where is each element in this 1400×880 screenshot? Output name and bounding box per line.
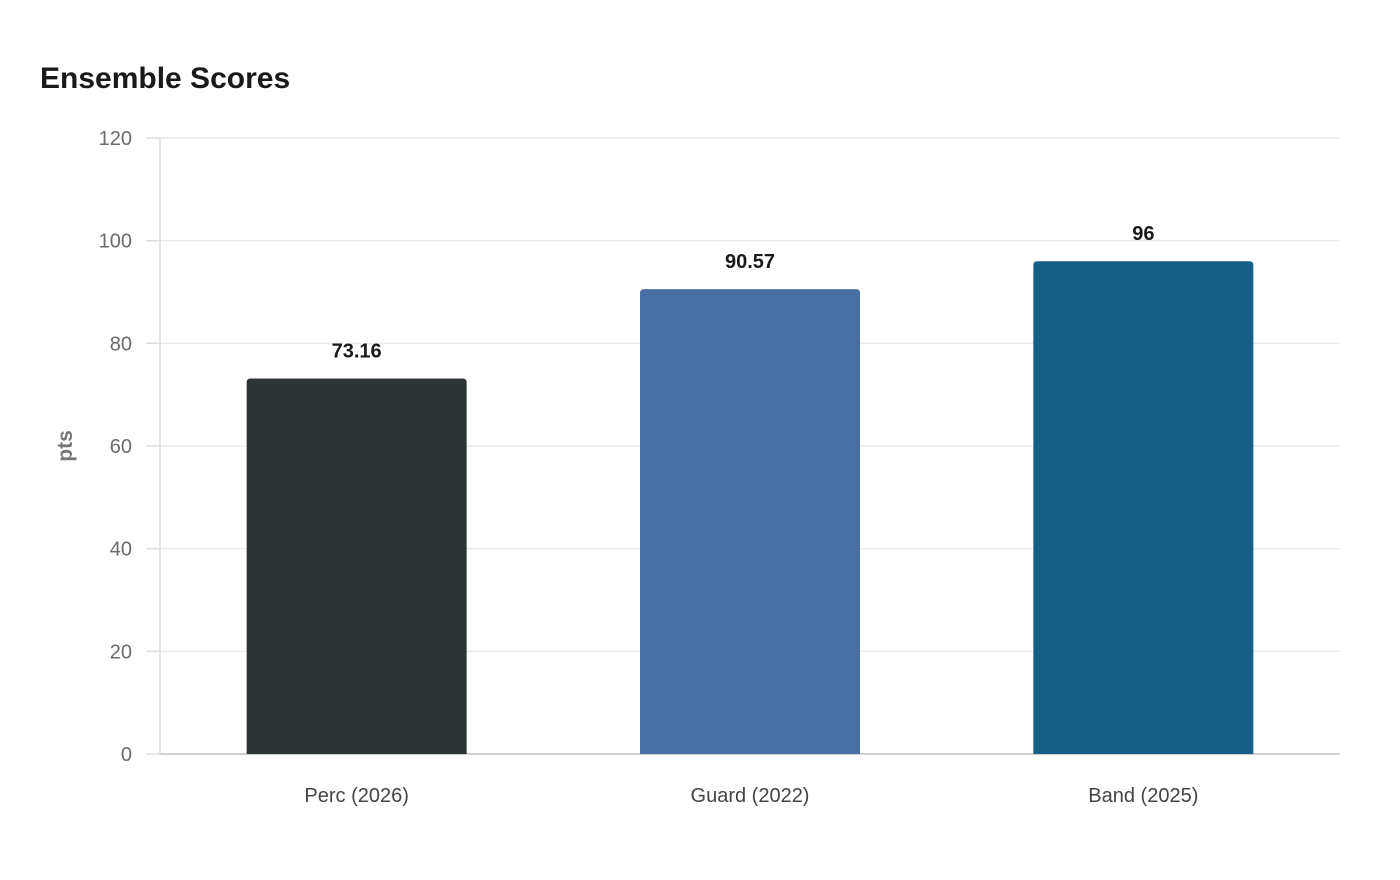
y-tick-label: 40	[110, 539, 132, 561]
labels: 0 20 40 60 80 100 120 pts 73.16 Perc (2026) 90.57 G…	[54, 128, 1198, 807]
x-category-label: Guard (2022)	[691, 785, 810, 807]
bar-2[interactable]	[640, 289, 860, 754]
y-tick-label: 0	[121, 744, 132, 766]
y-axis-title: pts	[54, 430, 77, 462]
x-category-label: Band (2025)	[1088, 785, 1198, 807]
bar-1[interactable]	[246, 378, 467, 754]
chart-title: Ensemble Scores	[40, 62, 291, 95]
bars	[246, 261, 1254, 754]
data-label: 90.57	[725, 251, 775, 273]
data-label: 96	[1132, 223, 1154, 245]
y-tick-label: 60	[110, 436, 132, 458]
y-tick-label: 80	[110, 333, 132, 355]
y-tick-label: 100	[99, 231, 132, 253]
data-label: 73.16	[332, 340, 382, 362]
y-tick-label: 20	[110, 641, 132, 663]
x-category-label: Perc (2026)	[304, 785, 409, 807]
bar-3[interactable]	[1033, 261, 1254, 754]
y-tick-label: 120	[99, 128, 132, 150]
